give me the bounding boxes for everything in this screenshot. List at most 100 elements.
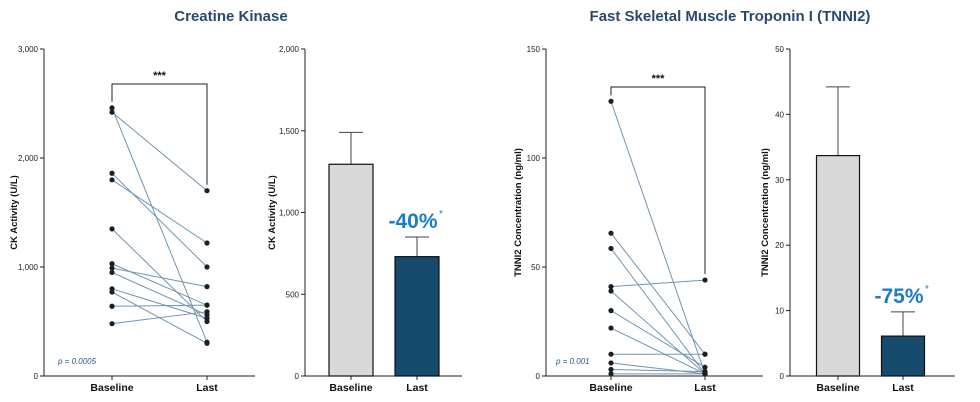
y-tick-label: 0 bbox=[295, 372, 300, 381]
y-tick-label: 3,000 bbox=[18, 45, 39, 54]
last-point bbox=[204, 264, 210, 270]
y-axis-label: TNNI2 Concentration (ng/ml) bbox=[760, 148, 771, 277]
x-tick-label: Baseline bbox=[816, 382, 859, 394]
y-tick-label: 0 bbox=[536, 372, 541, 381]
pair-line bbox=[111, 179, 208, 244]
chart-ck-bar: 0 500 1,000 1,500 2,000 Baseline Last CK Activi… bbox=[267, 45, 462, 394]
baseline-point bbox=[608, 308, 614, 314]
last-point bbox=[204, 315, 210, 321]
percent-change-significance: * bbox=[925, 284, 929, 295]
pair-line bbox=[610, 362, 706, 375]
y-tick-label: 100 bbox=[527, 154, 541, 163]
last-point bbox=[204, 284, 210, 290]
pair-line bbox=[111, 228, 208, 322]
y-axis-label: CK Activity (U/L) bbox=[267, 175, 278, 250]
last-point bbox=[204, 340, 210, 346]
baseline-point bbox=[109, 170, 115, 176]
pair-line bbox=[610, 101, 706, 374]
y-tick-label: 20 bbox=[775, 241, 784, 250]
baseline-point bbox=[608, 366, 614, 373]
baseline-point bbox=[608, 325, 614, 331]
pair-line bbox=[111, 263, 208, 306]
baseline-point bbox=[608, 245, 614, 252]
percent-change-label: -75% bbox=[874, 285, 923, 308]
last-point bbox=[204, 302, 210, 308]
pair-line bbox=[111, 267, 208, 288]
significance-bracket bbox=[610, 86, 706, 275]
y-tick-label: 0 bbox=[34, 372, 39, 381]
baseline-point bbox=[109, 265, 115, 271]
y-tick-label: 1,000 bbox=[18, 263, 39, 272]
last-point bbox=[702, 351, 708, 357]
pair-line bbox=[111, 304, 208, 307]
p-value-annotation: p = 0.001 bbox=[555, 357, 590, 366]
baseline-point bbox=[109, 261, 115, 267]
baseline-point bbox=[109, 303, 115, 309]
baseline-point bbox=[608, 288, 614, 294]
pair-line bbox=[111, 311, 208, 325]
pair-line bbox=[610, 232, 706, 355]
baseline-point bbox=[608, 98, 614, 104]
last-point bbox=[702, 277, 708, 283]
baseline-point bbox=[109, 109, 115, 115]
baseline-point bbox=[608, 230, 614, 236]
baseline-point bbox=[608, 360, 614, 366]
baseline-point bbox=[608, 284, 614, 290]
y-tick-label: 0 bbox=[780, 372, 785, 381]
baseline-point bbox=[109, 289, 115, 295]
pair-line bbox=[610, 310, 706, 368]
baseline-point bbox=[608, 351, 614, 357]
last-point bbox=[702, 371, 708, 377]
y-tick-label: 1,500 bbox=[279, 127, 300, 136]
x-tick-label: Last bbox=[892, 382, 914, 394]
pair-line bbox=[111, 111, 208, 192]
last-point bbox=[204, 240, 210, 246]
y-tick-label: 50 bbox=[531, 263, 540, 272]
x-tick-label: Last bbox=[694, 382, 716, 394]
x-tick-label: Last bbox=[196, 382, 218, 394]
chart-tnni2-paired: 0 50 100 150 Baseline Last TNNI2 Concentration… bbox=[513, 45, 763, 394]
pair-line bbox=[610, 279, 706, 288]
x-tick-label: Baseline bbox=[329, 382, 372, 394]
baseline-point bbox=[109, 269, 115, 276]
baseline-point bbox=[109, 177, 115, 183]
x-tick-label: Baseline bbox=[589, 382, 632, 394]
baseline-point bbox=[109, 105, 115, 111]
chart-tnni2-bar: 0 10 20 30 40 50 Baseline Last TNNI2 Concentrati… bbox=[760, 45, 955, 394]
pair-line bbox=[610, 327, 706, 375]
p-value-annotation: p = 0.0005 bbox=[57, 357, 97, 366]
x-tick-label: Baseline bbox=[90, 382, 133, 394]
y-tick-label: 500 bbox=[286, 290, 300, 299]
y-axis-label: CK Activity (U/L) bbox=[9, 175, 20, 250]
y-tick-label: 1,000 bbox=[279, 209, 300, 218]
significance-label: *** bbox=[153, 70, 167, 82]
pair-line bbox=[111, 172, 208, 268]
last-point bbox=[702, 364, 708, 370]
y-tick-label: 2,000 bbox=[18, 154, 39, 163]
y-tick-label: 40 bbox=[775, 110, 784, 119]
pair-line bbox=[610, 248, 706, 375]
significance-bracket bbox=[111, 83, 208, 185]
baseline-bar bbox=[815, 155, 861, 377]
percent-change-label: -40% bbox=[388, 210, 437, 233]
y-tick-label: 150 bbox=[527, 45, 541, 54]
pair-line bbox=[111, 107, 208, 343]
pair-line bbox=[111, 271, 208, 316]
title-tnni2: Fast Skeletal Muscle Troponin I (TNNI2) bbox=[590, 8, 871, 25]
x-tick-label: Last bbox=[406, 382, 428, 394]
pair-line bbox=[610, 290, 706, 375]
y-tick-label: 30 bbox=[775, 176, 784, 185]
y-axis-label: TNNI2 Concentration (ng/ml) bbox=[513, 148, 524, 277]
baseline-point bbox=[109, 226, 115, 232]
significance-label: *** bbox=[652, 73, 666, 85]
baseline-point bbox=[608, 371, 614, 377]
title-creatine-kinase: Creatine Kinase bbox=[174, 8, 287, 25]
last-point bbox=[204, 188, 210, 194]
percent-change-significance: * bbox=[439, 209, 443, 220]
last-bar bbox=[394, 256, 440, 377]
pair-line bbox=[610, 368, 706, 373]
y-tick-label: 2,000 bbox=[279, 45, 300, 54]
baseline-bar bbox=[328, 163, 374, 377]
chart-ck-paired: 0 1,000 2,000 3,000 Baseline Last CK Activity … bbox=[9, 45, 255, 394]
